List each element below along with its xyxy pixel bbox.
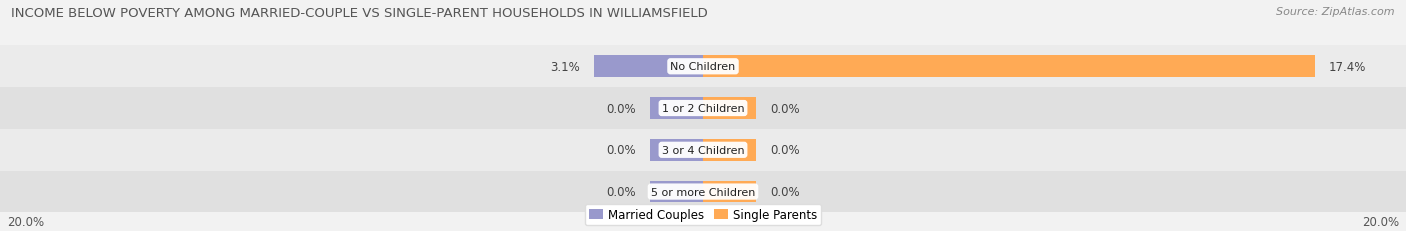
Bar xyxy=(703,181,756,203)
Text: 3 or 4 Children: 3 or 4 Children xyxy=(662,145,744,155)
Bar xyxy=(0,88,1406,129)
Text: 20.0%: 20.0% xyxy=(1362,215,1399,228)
Bar xyxy=(650,181,703,203)
Bar xyxy=(703,56,1315,78)
Text: 0.0%: 0.0% xyxy=(770,144,800,157)
Bar xyxy=(0,46,1406,88)
Text: 0.0%: 0.0% xyxy=(606,102,637,115)
Bar xyxy=(593,56,703,78)
Text: 17.4%: 17.4% xyxy=(1329,61,1367,73)
Bar xyxy=(650,139,703,161)
Text: Source: ZipAtlas.com: Source: ZipAtlas.com xyxy=(1277,7,1395,17)
Text: INCOME BELOW POVERTY AMONG MARRIED-COUPLE VS SINGLE-PARENT HOUSEHOLDS IN WILLIAM: INCOME BELOW POVERTY AMONG MARRIED-COUPL… xyxy=(11,7,709,20)
Text: 0.0%: 0.0% xyxy=(770,102,800,115)
Text: No Children: No Children xyxy=(671,62,735,72)
Bar xyxy=(703,98,756,119)
Bar xyxy=(0,129,1406,171)
Text: 0.0%: 0.0% xyxy=(606,185,637,198)
Text: 5 or more Children: 5 or more Children xyxy=(651,187,755,197)
Text: 0.0%: 0.0% xyxy=(770,185,800,198)
Bar xyxy=(703,139,756,161)
Bar xyxy=(0,171,1406,213)
Text: 1 or 2 Children: 1 or 2 Children xyxy=(662,103,744,114)
Text: 20.0%: 20.0% xyxy=(7,215,44,228)
Legend: Married Couples, Single Parents: Married Couples, Single Parents xyxy=(585,204,821,225)
Text: 0.0%: 0.0% xyxy=(606,144,637,157)
Text: 3.1%: 3.1% xyxy=(550,61,581,73)
Bar xyxy=(650,98,703,119)
